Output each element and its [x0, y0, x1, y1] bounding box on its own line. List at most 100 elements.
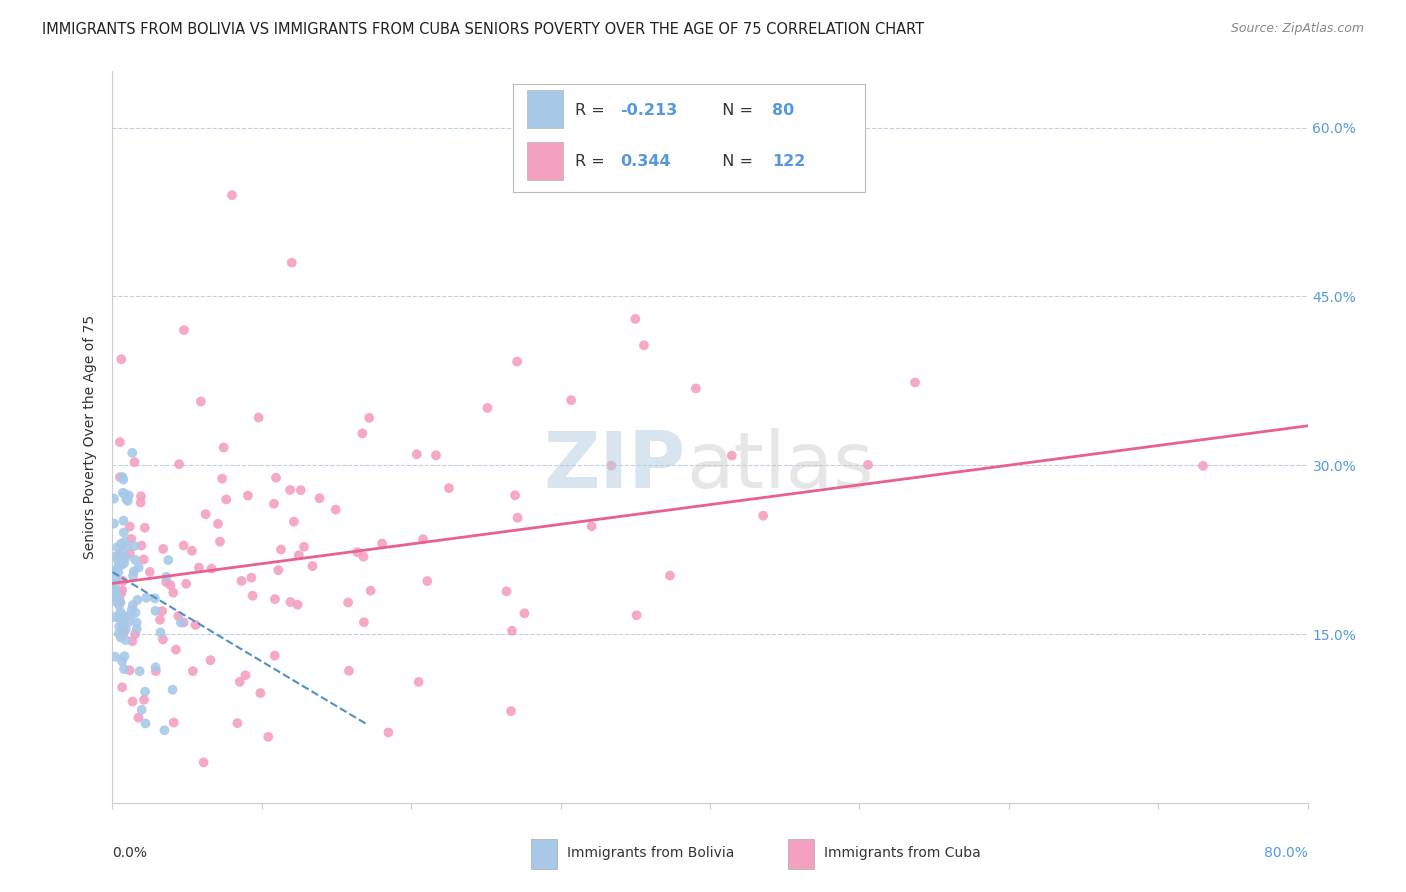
Point — [111, 470, 134, 484]
Point — [108, 547, 131, 561]
Point — [124, 539, 146, 553]
Point — [163, 715, 186, 730]
Point — [425, 448, 447, 462]
Text: Immigrants from Cuba: Immigrants from Cuba — [824, 846, 980, 860]
Point — [103, 491, 125, 506]
Point — [242, 589, 264, 603]
Point — [495, 584, 517, 599]
Point — [121, 446, 143, 460]
Y-axis label: Seniors Poverty Over the Age of 75: Seniors Poverty Over the Age of 75 — [83, 315, 97, 559]
Text: Immigrants from Bolivia: Immigrants from Bolivia — [567, 846, 734, 860]
Point — [184, 618, 207, 632]
Point — [103, 591, 125, 605]
Text: IMMIGRANTS FROM BOLIVIA VS IMMIGRANTS FROM CUBA SENIORS POVERTY OVER THE AGE OF : IMMIGRANTS FROM BOLIVIA VS IMMIGRANTS FR… — [42, 22, 924, 37]
Point — [112, 574, 135, 588]
Point — [249, 686, 271, 700]
Text: atlas: atlas — [686, 428, 873, 504]
Point — [513, 607, 536, 621]
Point — [114, 487, 136, 501]
Text: Source: ZipAtlas.com: Source: ZipAtlas.com — [1230, 22, 1364, 36]
Point — [134, 684, 156, 698]
Point — [149, 625, 172, 640]
Point — [111, 583, 134, 598]
Point — [360, 583, 382, 598]
Point — [162, 586, 184, 600]
Point — [278, 483, 301, 497]
FancyBboxPatch shape — [513, 84, 866, 192]
Point — [292, 540, 315, 554]
Point — [111, 486, 134, 500]
Point — [124, 455, 146, 469]
Point — [120, 608, 142, 623]
Point — [193, 756, 215, 770]
Point — [132, 552, 155, 566]
Point — [105, 595, 128, 609]
Point — [110, 537, 132, 551]
Point — [501, 624, 523, 638]
Point — [408, 674, 430, 689]
Point — [287, 598, 309, 612]
Point — [112, 514, 135, 528]
Point — [112, 624, 135, 639]
Point — [236, 489, 259, 503]
Point — [121, 694, 143, 708]
Point — [112, 525, 135, 540]
Point — [110, 586, 132, 600]
Point — [257, 730, 280, 744]
Point — [120, 532, 142, 546]
Point — [108, 611, 131, 625]
FancyBboxPatch shape — [527, 90, 562, 128]
Point — [170, 615, 193, 630]
Point — [264, 592, 287, 607]
Point — [108, 620, 131, 634]
Text: 0.0%: 0.0% — [112, 846, 148, 860]
Point — [111, 539, 134, 553]
Point — [173, 615, 195, 630]
Text: 122: 122 — [772, 153, 806, 169]
Point — [181, 664, 204, 678]
Point — [352, 426, 374, 441]
Point — [107, 554, 129, 568]
Point — [134, 521, 156, 535]
Point — [107, 566, 129, 580]
Point — [215, 492, 238, 507]
Point — [114, 623, 136, 637]
Point — [263, 648, 285, 663]
Point — [600, 458, 623, 473]
Point — [150, 604, 173, 618]
Point — [110, 631, 132, 645]
Point — [167, 609, 190, 624]
Point — [235, 668, 257, 682]
Point — [112, 649, 135, 664]
Point — [115, 540, 138, 554]
Point — [187, 560, 209, 574]
Point — [157, 553, 180, 567]
Point — [173, 323, 195, 337]
Point — [263, 497, 285, 511]
Point — [103, 576, 125, 591]
Point — [437, 481, 460, 495]
Point — [145, 604, 167, 618]
Point — [283, 515, 305, 529]
Point — [267, 563, 290, 577]
Point — [499, 704, 522, 718]
Point — [174, 576, 197, 591]
Point — [194, 507, 217, 521]
Point — [346, 545, 368, 559]
FancyBboxPatch shape — [531, 839, 557, 869]
Point — [117, 494, 139, 508]
Point — [173, 539, 195, 553]
Point — [416, 574, 439, 588]
Point — [308, 491, 330, 506]
Point — [103, 585, 125, 599]
Point — [108, 608, 131, 623]
Point — [143, 591, 166, 606]
Point — [108, 435, 131, 450]
Point — [207, 516, 229, 531]
Point — [153, 723, 176, 738]
Point — [121, 598, 143, 612]
Point — [149, 613, 172, 627]
Point — [167, 457, 190, 471]
Point — [127, 593, 149, 607]
Point — [118, 546, 141, 560]
